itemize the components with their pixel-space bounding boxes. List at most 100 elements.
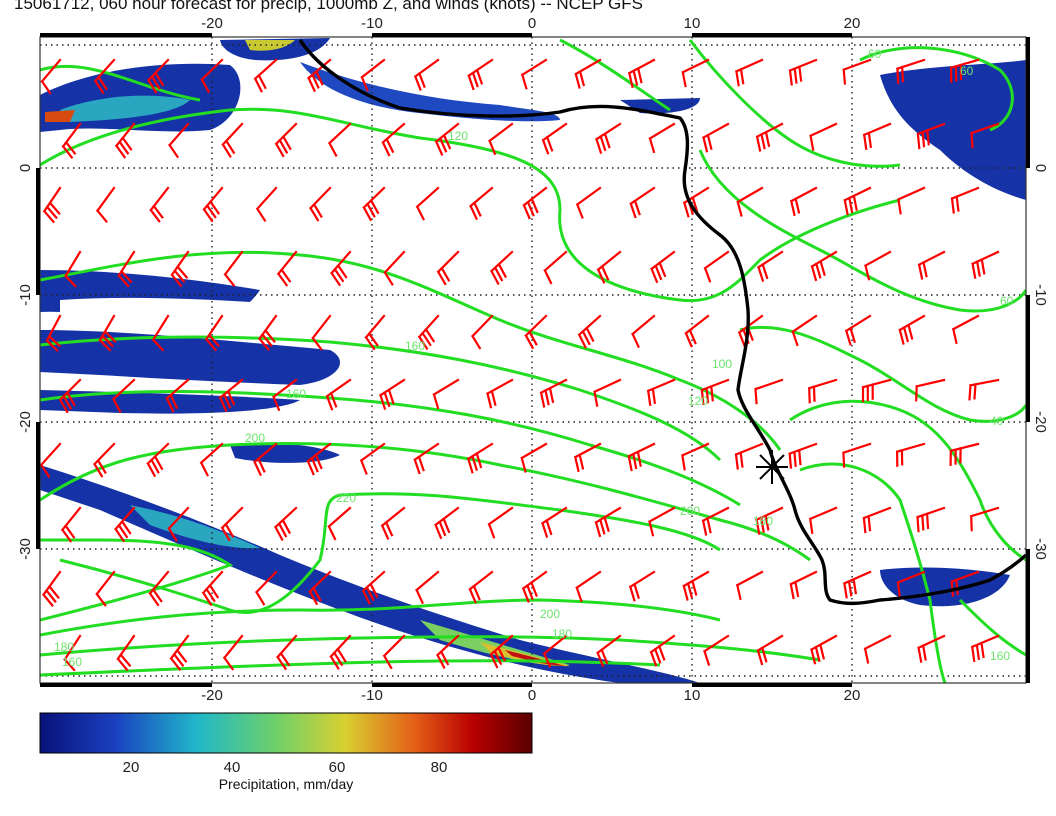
wind-barb xyxy=(524,314,548,350)
contour-label: 60 xyxy=(1000,294,1014,308)
wind-barb xyxy=(896,570,926,598)
wind-barb xyxy=(60,506,82,543)
wind-barb xyxy=(381,122,406,157)
precip-colorbar: 20 40 60 80 xyxy=(39,712,533,776)
wind-barb xyxy=(41,570,62,608)
wind-barb xyxy=(92,442,116,478)
wind-barb xyxy=(681,58,710,88)
wind-barb xyxy=(378,378,406,410)
wind-barb xyxy=(42,186,62,224)
wind-barb xyxy=(646,378,676,407)
wind-barb xyxy=(417,314,440,351)
contour-label: 120 xyxy=(448,129,468,143)
wind-barb xyxy=(64,250,82,288)
wind-barb xyxy=(520,58,548,90)
wind-barb xyxy=(810,250,838,282)
wind-barb xyxy=(327,122,352,157)
wind-barb xyxy=(435,634,460,669)
lon-tick-label: -20 xyxy=(201,687,223,704)
wind-barb xyxy=(470,314,494,350)
wind-barb xyxy=(737,314,764,347)
wind-barb xyxy=(735,570,764,601)
wind-barb xyxy=(364,314,386,351)
wind-barb xyxy=(330,250,352,287)
lon-tick-label: 20 xyxy=(844,687,861,704)
contour-label: 160 xyxy=(286,387,306,401)
wind-barbs xyxy=(40,58,1000,672)
wind-barb xyxy=(863,634,892,664)
wind-barb xyxy=(649,634,676,667)
wind-barb xyxy=(915,378,946,402)
wind-barb xyxy=(971,250,1000,279)
wind-barb xyxy=(896,186,926,215)
wind-barb xyxy=(380,506,406,540)
wind-barb xyxy=(789,186,818,217)
wind-barb xyxy=(844,314,872,346)
wind-barb xyxy=(575,570,602,603)
wind-barb xyxy=(468,570,494,604)
wind-barb xyxy=(383,250,406,286)
wind-barb xyxy=(149,186,170,223)
wind-barb xyxy=(809,122,838,151)
wind-barb xyxy=(218,378,244,412)
wind-barb xyxy=(116,634,136,672)
wind-barb xyxy=(648,122,676,154)
wind-barb xyxy=(204,314,224,352)
coastline xyxy=(298,39,1026,606)
wind-barb xyxy=(842,442,872,468)
wind-barb xyxy=(98,314,117,352)
wind-barb xyxy=(146,442,170,478)
wind-barb xyxy=(169,634,190,671)
lat-tick-label: -20 xyxy=(17,411,34,433)
contour-label: 60 xyxy=(960,64,974,78)
wind-barb xyxy=(951,314,980,345)
wind-barb xyxy=(117,250,136,288)
wind-barb xyxy=(543,250,568,285)
wind-barb xyxy=(273,506,298,541)
wind-barb xyxy=(487,506,514,539)
contour-label: 200 xyxy=(680,504,700,518)
wind-barb xyxy=(40,58,62,95)
lon-tick-label: -10 xyxy=(361,687,383,704)
wind-barb xyxy=(810,634,838,665)
wind-barb xyxy=(434,506,460,540)
colorbar-gradient xyxy=(39,712,533,754)
wind-barb xyxy=(736,186,764,217)
wind-barb xyxy=(148,570,170,607)
lat-tick-label: 0 xyxy=(17,164,34,172)
lon-tick-label: 20 xyxy=(844,15,861,32)
wind-barb xyxy=(949,442,980,466)
wind-barb xyxy=(916,506,946,533)
wind-barb xyxy=(898,314,926,345)
wind-barb xyxy=(220,506,244,542)
wind-barb xyxy=(221,122,244,158)
wind-barb xyxy=(596,250,622,284)
wind-barb xyxy=(791,314,818,347)
wind-barb xyxy=(648,506,676,537)
contour-label: 160 xyxy=(990,649,1010,663)
lat-tick-label: 0 xyxy=(1032,164,1049,172)
wind-barb xyxy=(489,250,514,285)
wind-barb xyxy=(436,250,460,286)
wind-barb xyxy=(311,314,332,351)
wind-barb xyxy=(40,442,62,479)
wind-barb xyxy=(146,58,170,94)
wind-barb xyxy=(111,378,136,413)
contour-label: 120 xyxy=(688,394,708,408)
wind-barb xyxy=(703,250,730,283)
lat-tick-labels-right: 0 -10 -20 -30 xyxy=(1032,164,1049,560)
wind-barb xyxy=(254,570,278,606)
wind-barb xyxy=(488,122,514,156)
wind-barb xyxy=(114,122,136,159)
lat-tick-label: -10 xyxy=(17,284,34,306)
wind-barb xyxy=(45,314,62,352)
wind-barb xyxy=(521,570,548,603)
wind-barb xyxy=(520,442,548,473)
wind-barb xyxy=(165,378,190,413)
wind-barb xyxy=(594,506,622,538)
wind-barb xyxy=(682,570,710,601)
wind-barb xyxy=(61,122,82,159)
wind-barb xyxy=(700,378,730,406)
wind-barb xyxy=(325,378,352,411)
wind-barb xyxy=(170,250,190,288)
